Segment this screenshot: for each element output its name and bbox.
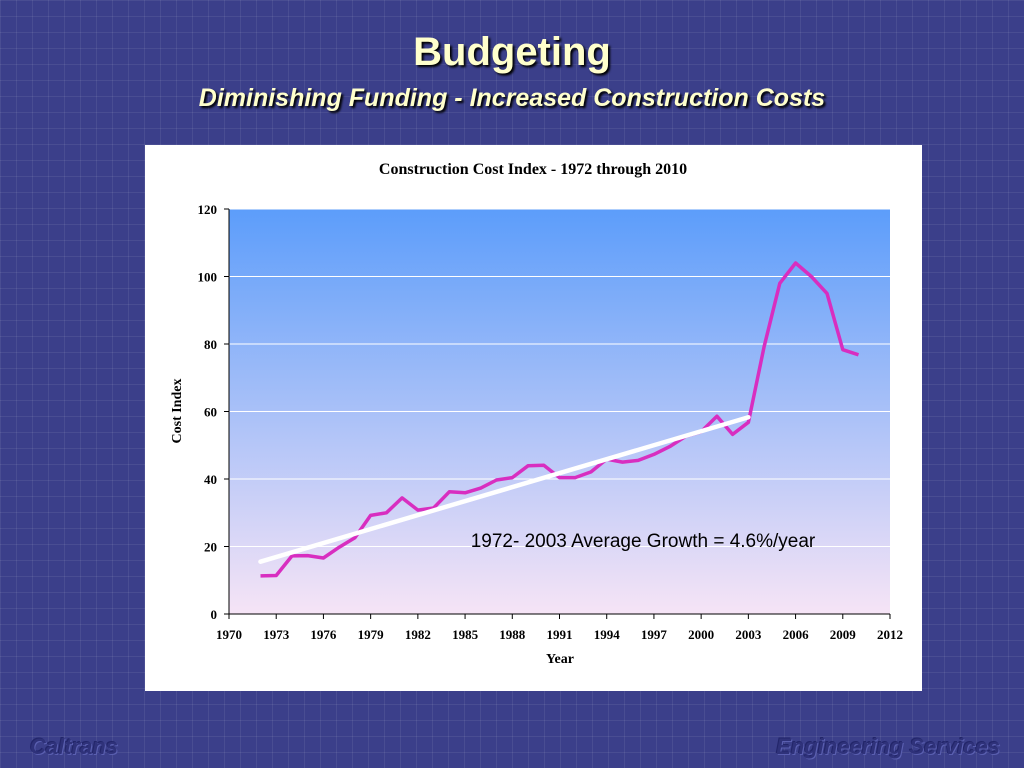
x-axis-label: Year xyxy=(546,652,574,667)
x-tick-label: 1970 xyxy=(216,627,242,642)
y-tick-label: 0 xyxy=(211,607,218,622)
x-tick-label: 1988 xyxy=(499,627,526,642)
slide-title: Budgeting xyxy=(413,30,611,74)
x-tick-label: 1994 xyxy=(594,627,621,642)
y-axis-label: Cost Index xyxy=(170,379,185,444)
y-tick-label: 100 xyxy=(198,270,218,285)
x-tick-label: 1976 xyxy=(310,627,337,642)
x-tick-label: 2003 xyxy=(735,627,762,642)
y-tick-label: 120 xyxy=(198,202,218,217)
x-tick-label: 1997 xyxy=(641,627,668,642)
trend-line xyxy=(258,414,751,564)
y-tick-label: 80 xyxy=(204,337,217,352)
x-tick-label: 1985 xyxy=(452,627,479,642)
y-tick-label: 40 xyxy=(204,472,217,487)
growth-annotation: 1972- 2003 Average Growth = 4.6%/year xyxy=(471,531,816,552)
data-series xyxy=(258,261,860,578)
x-tick-label: 1973 xyxy=(263,627,290,642)
y-tick-label: 60 xyxy=(204,405,217,420)
x-tick-label: 2006 xyxy=(783,627,810,642)
chart-title: Construction Cost Index - 1972 through 2… xyxy=(379,161,687,178)
x-tick-label: 1982 xyxy=(405,627,431,642)
y-tick-label: 20 xyxy=(204,540,217,555)
x-tick-label: 1979 xyxy=(358,627,385,642)
x-tick-label: 2012 xyxy=(877,627,903,642)
footer-engineering-services: Engineering Services xyxy=(776,734,1000,759)
x-tick-label: 1991 xyxy=(547,627,573,642)
x-tick-label: 2000 xyxy=(688,627,714,642)
axes: 0 20 40 60 80 100 120 1970 1973 1976 1979 1982 1985 1… xyxy=(198,202,904,642)
footer-caltrans: Caltrans xyxy=(30,734,119,759)
x-tick-label: 2009 xyxy=(830,627,857,642)
chart: Construction Cost Index - 1972 through 2… xyxy=(170,161,904,667)
slide-subtitle: Diminishing Funding - Increased Construc… xyxy=(198,84,826,112)
chart-panel: Construction Cost Index - 1972 through 2… xyxy=(145,145,922,691)
